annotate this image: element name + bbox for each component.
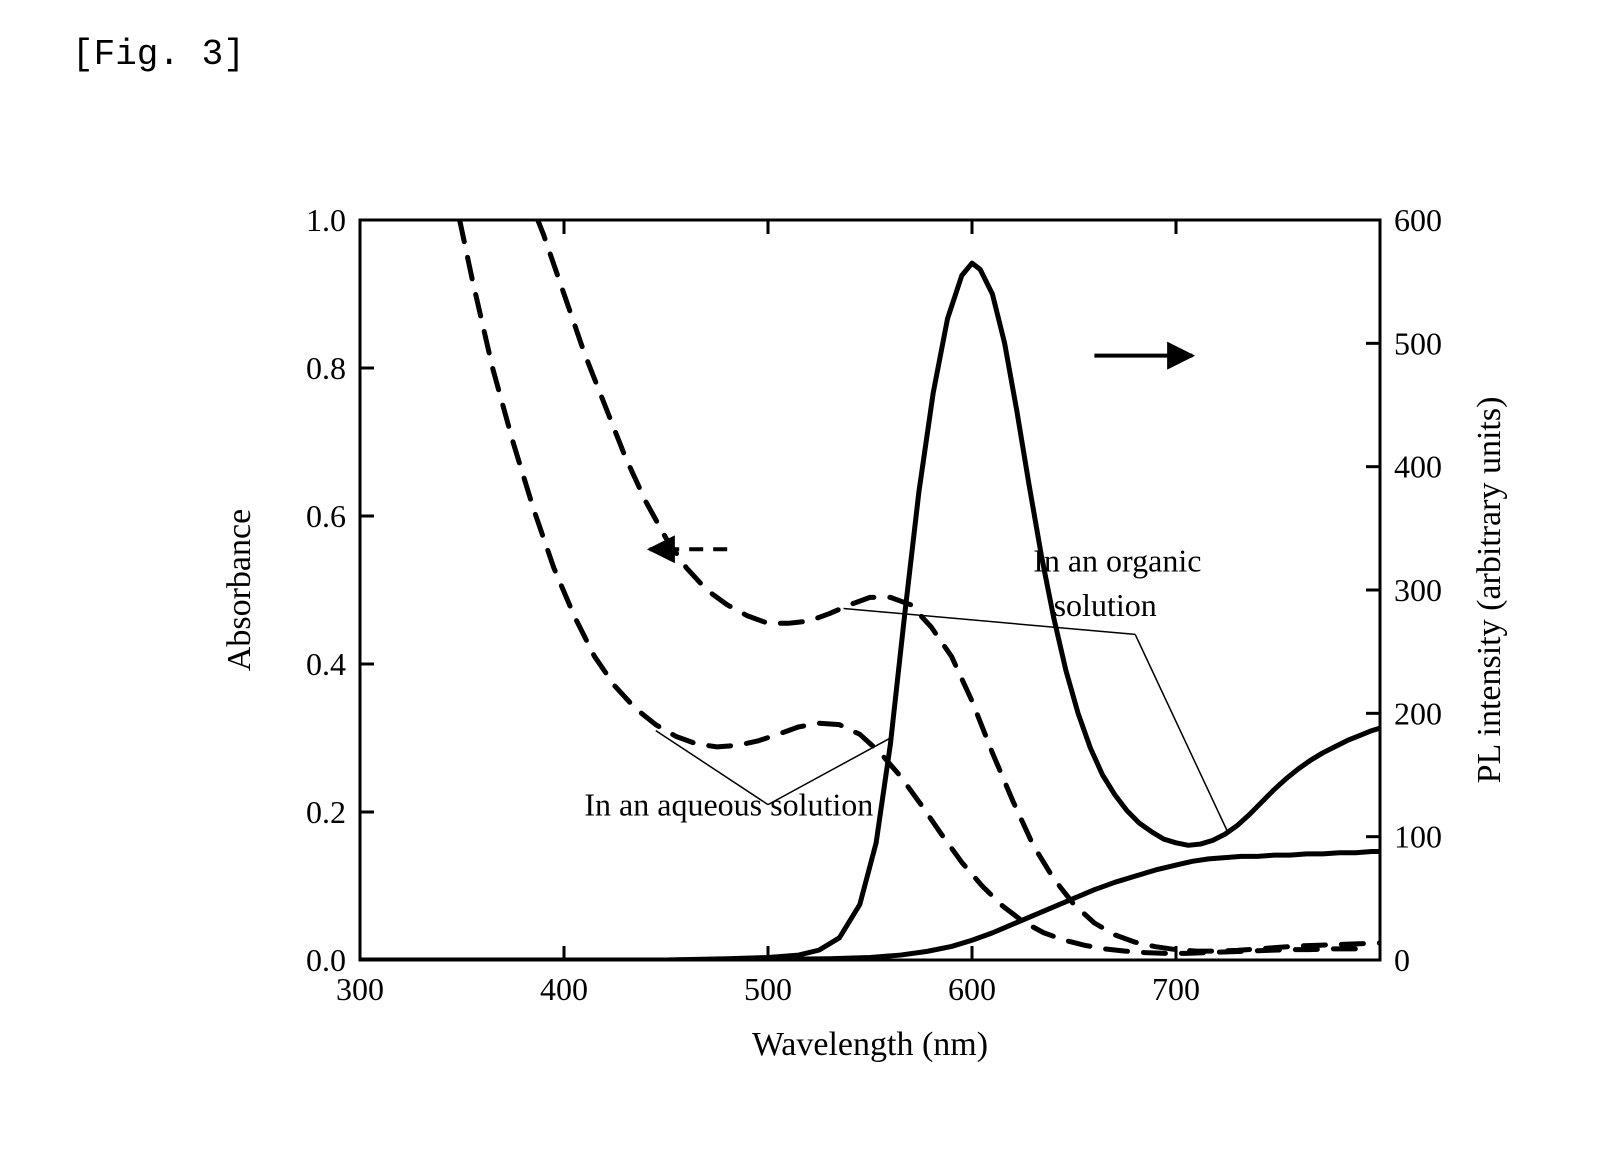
figure-caption: [Fig. 3] bbox=[72, 34, 245, 75]
x-tick-label: 500 bbox=[744, 971, 792, 1007]
y-left-tick-label: 0.8 bbox=[306, 350, 346, 386]
y-left-tick-label: 0.2 bbox=[306, 794, 346, 830]
annotation-leader bbox=[1135, 634, 1227, 830]
page: { "caption": { "text": "[Fig. 3]", "font… bbox=[0, 0, 1608, 1171]
annotation-aqueous-label: In an aqueous solution bbox=[584, 787, 873, 823]
y-right-tick-label: 400 bbox=[1394, 449, 1442, 485]
y-left-axis-label: Absorbance bbox=[221, 509, 258, 671]
x-tick-label: 600 bbox=[948, 971, 996, 1007]
y-left-tick-label: 0.0 bbox=[306, 942, 346, 978]
x-tick-label: 700 bbox=[1152, 971, 1200, 1007]
y-right-tick-label: 300 bbox=[1394, 572, 1442, 608]
x-tick-label: 400 bbox=[540, 971, 588, 1007]
y-right-tick-label: 100 bbox=[1394, 819, 1442, 855]
y-left-tick-label: 0.4 bbox=[306, 646, 346, 682]
spectra-chart: 300 400 500 600 700 Wavelength (nm) 0.0 0.2 0.4 0… bbox=[180, 190, 1540, 1150]
y-left-tick-label: 1.0 bbox=[306, 202, 346, 238]
x-axis-label: Wavelength (nm) bbox=[752, 1026, 988, 1063]
y-right-tick-label: 600 bbox=[1394, 202, 1442, 238]
annotation-organic-label: In an organic bbox=[1033, 543, 1201, 579]
y-right-tick-label: 200 bbox=[1394, 695, 1442, 731]
y-right-tick-label: 0 bbox=[1394, 942, 1410, 978]
annotation-organic-label: solution bbox=[1054, 587, 1157, 623]
y-right-axis-label: PL intensity (arbitrary units) bbox=[1471, 397, 1508, 784]
y-right-tick-label: 500 bbox=[1394, 325, 1442, 361]
y-left-tick-label: 0.6 bbox=[306, 498, 346, 534]
